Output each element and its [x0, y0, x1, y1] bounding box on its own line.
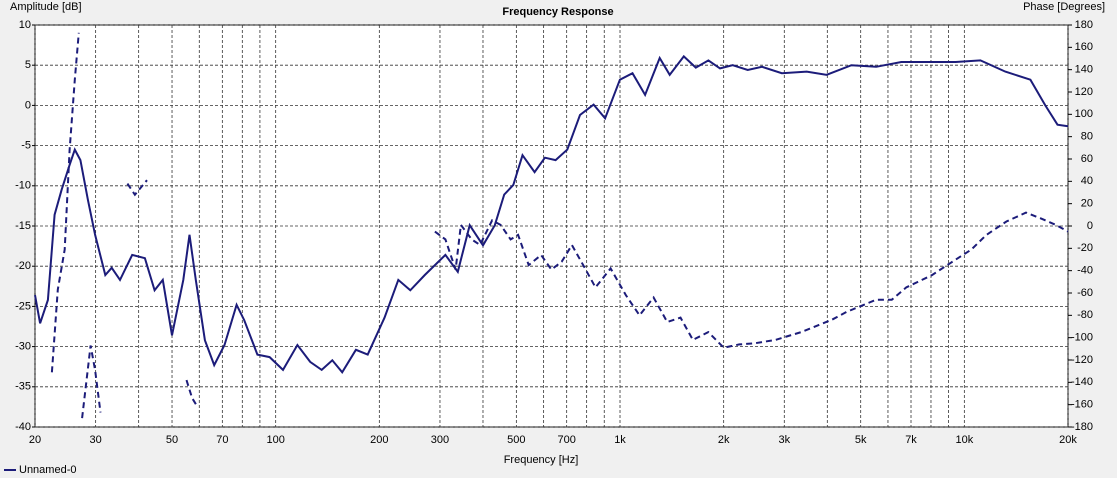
- x-tick-label: 50: [166, 434, 178, 446]
- x-tick-label: 3k: [778, 434, 790, 446]
- data-line: [34, 54, 1069, 375]
- y-tick-label: -15: [15, 220, 31, 232]
- x-tick-label: 30: [90, 434, 102, 446]
- y2-tick-label: 20: [1081, 198, 1093, 210]
- y-tick-label: 10: [19, 19, 31, 31]
- y2-tick-label: 180: [1075, 19, 1093, 31]
- y2-tick-label: 120: [1075, 86, 1093, 98]
- x-axis-label: Frequency [Hz]: [504, 454, 579, 466]
- y2-tick-label: 100: [1075, 108, 1093, 120]
- y-tick-label: -40: [15, 421, 31, 433]
- y2-tick-label: 160: [1075, 41, 1093, 53]
- y2-tick-label: -40: [1077, 265, 1093, 277]
- y-tick-label: -5: [21, 140, 31, 152]
- y2-tick-label: 60: [1081, 153, 1093, 165]
- x-tick-label: 500: [507, 434, 525, 446]
- x-tick-label: 200: [370, 434, 388, 446]
- y2-tick-label: -140: [1071, 376, 1093, 388]
- chart-title: Frequency Response: [502, 6, 613, 18]
- y-tick-label: 0: [25, 99, 31, 111]
- y2-tick-label: 40: [1081, 175, 1093, 187]
- x-tick-label: 70: [216, 434, 228, 446]
- y2-tick-label: 80: [1081, 131, 1093, 143]
- y2-tick-label: -120: [1071, 354, 1093, 366]
- data-line: [50, 32, 1069, 419]
- x-tick-label: 7k: [905, 434, 917, 446]
- y-axis-label: Amplitude [dB]: [10, 1, 82, 13]
- y2-tick-label: -180: [1071, 421, 1093, 433]
- y-tick-label: -25: [15, 300, 31, 312]
- y-tick-label: -20: [15, 260, 31, 272]
- y2-tick-label: -20: [1077, 242, 1093, 254]
- x-tick-label: 300: [431, 434, 449, 446]
- y2-tick-label: -60: [1077, 287, 1093, 299]
- x-tick-label: 2k: [718, 434, 730, 446]
- y2-axis-label: Phase [Degrees]: [1023, 1, 1105, 13]
- y2-tick-label: 0: [1087, 220, 1093, 232]
- x-tick-label: 20: [29, 434, 41, 446]
- x-tick-label: 700: [557, 434, 575, 446]
- x-tick-label: 1k: [614, 434, 626, 446]
- y2-tick-label: -160: [1071, 399, 1093, 411]
- y-tick-label: -10: [15, 180, 31, 192]
- y-tick-label: -30: [15, 341, 31, 353]
- x-tick-label: 20k: [1059, 434, 1077, 446]
- x-tick-label: 5k: [855, 434, 867, 446]
- y2-tick-label: -80: [1077, 309, 1093, 321]
- y2-tick-label: -100: [1071, 332, 1093, 344]
- y-tick-label: -35: [15, 381, 31, 393]
- x-tick-label: 10k: [955, 434, 973, 446]
- y-tick-label: 5: [25, 59, 31, 71]
- y2-tick-label: 140: [1075, 64, 1093, 76]
- legend-label: Unnamed-0: [19, 464, 76, 476]
- x-tick-label: 100: [266, 434, 284, 446]
